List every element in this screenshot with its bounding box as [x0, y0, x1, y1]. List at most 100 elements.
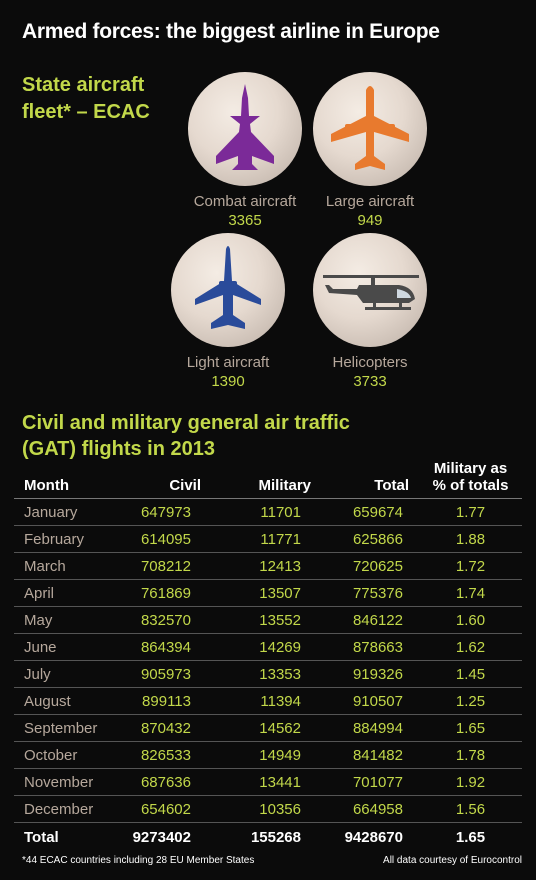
- table-cell: June: [14, 633, 124, 661]
- table-cell: 13552: [209, 606, 319, 634]
- table-cell: 708212: [124, 552, 209, 580]
- table-cell: 9273402: [132, 828, 191, 846]
- table-row: April 761869 13507 775376 1.74: [14, 579, 522, 607]
- fighter-jet-icon: [216, 84, 274, 170]
- table-cell: 826533: [124, 741, 209, 769]
- fleet-item-combat: Combat aircraft 3365: [170, 72, 320, 231]
- table-row: August 899113 11394 910507 1.25: [14, 687, 522, 715]
- table-cell: 1.56: [419, 795, 522, 823]
- fleet-circle: [171, 233, 285, 347]
- table-cell: 720625: [319, 552, 419, 580]
- table-row: December 654602 10356 664958 1.56: [14, 795, 522, 823]
- table-cell: 910507: [319, 687, 419, 715]
- table-cell: 654602: [124, 795, 209, 823]
- helicopter-icon: [323, 275, 419, 310]
- table-cell: 13353: [209, 660, 319, 688]
- footnote: *44 ECAC countries including 28 EU Membe…: [22, 855, 255, 866]
- table-cell: 11394: [209, 687, 319, 715]
- table-cell: April: [14, 579, 124, 607]
- column-header: Military: [209, 452, 319, 499]
- table-row: June 864394 14269 878663 1.62: [14, 633, 522, 661]
- table-cell: 9428670: [344, 828, 403, 846]
- fleet-item-large: Large aircraft 949: [295, 72, 445, 231]
- table-row: February 614095 11771 625866 1.88: [14, 525, 522, 553]
- fleet-value: 1390: [211, 373, 245, 390]
- table-cell: 878663: [319, 633, 419, 661]
- table-cell: 841482: [319, 741, 419, 769]
- table-row: May 832570 13552 846122 1.60: [14, 606, 522, 634]
- table-cell: 846122: [319, 606, 419, 634]
- table-cell: August: [14, 687, 124, 715]
- table-cell: July: [14, 660, 124, 688]
- table-cell: 701077: [319, 768, 419, 796]
- table-cell: 10356: [209, 795, 319, 823]
- traffic-table: Month Civil Military Total Military as %…: [14, 452, 522, 851]
- table-cell: 1.72: [419, 552, 522, 580]
- table-cell: December: [14, 795, 124, 823]
- fleet-label: Light aircraft: [186, 354, 270, 371]
- fleet-label: Helicopters: [332, 354, 408, 371]
- table-cell: 1.62: [419, 633, 522, 661]
- table-cell: 13507: [209, 579, 319, 607]
- table-cell: 775376: [319, 579, 419, 607]
- table-cell: Total: [24, 828, 59, 846]
- fleet-circle: [188, 72, 302, 186]
- table-cell: 14562: [209, 714, 319, 742]
- table-cell: February: [14, 525, 124, 553]
- table-cell: 1.77: [419, 498, 522, 526]
- table-cell: 14949: [209, 741, 319, 769]
- table-cell: 11701: [209, 498, 319, 526]
- table-cell: 11771: [209, 525, 319, 553]
- table-cell: 12413: [209, 552, 319, 580]
- table-cell: 1.78: [419, 741, 522, 769]
- column-header: Civil: [124, 452, 209, 499]
- table-cell: 884994: [319, 714, 419, 742]
- table-cell: March: [14, 552, 124, 580]
- fleet-value: 3365: [228, 212, 262, 229]
- table-cell: 614095: [124, 525, 209, 553]
- table-cell: 625866: [319, 525, 419, 553]
- table-header-row: Month Civil Military Total Military as %…: [14, 452, 522, 499]
- table-row: July 905973 13353 919326 1.45: [14, 660, 522, 688]
- table-body: January 647973 11701 659674 1.77 February 6140…: [14, 498, 522, 852]
- page-title: Armed forces: the biggest airline in Eur…: [22, 20, 440, 43]
- table-cell: October: [14, 741, 124, 769]
- table-cell: 1.92: [419, 768, 522, 796]
- table-cell: 659674: [319, 498, 419, 526]
- table-cell: 905973: [124, 660, 209, 688]
- fleet-circle: [313, 72, 427, 186]
- fleet-value: 3733: [353, 373, 387, 390]
- fleet-value: 949: [357, 212, 383, 229]
- column-header: Total: [319, 452, 419, 499]
- fleet-label: Large aircraft: [325, 193, 415, 210]
- table-cell: 919326: [319, 660, 419, 688]
- table-cell: 1.45: [419, 660, 522, 688]
- table-row: March 708212 12413 720625 1.72: [14, 552, 522, 580]
- table-cell: January: [14, 498, 124, 526]
- table-row: September 870432 14562 884994 1.65: [14, 714, 522, 742]
- light-jet-icon: [195, 246, 261, 329]
- table-cell: 1.25: [419, 687, 522, 715]
- fleet-label: Combat aircraft: [193, 193, 297, 210]
- fleet-heading: State aircraft fleet* – ECAC: [22, 74, 150, 123]
- table-heading: Civil and military general air traffic (…: [22, 412, 350, 460]
- table-total-row: Total 9273402 155268 9428670 1.65: [14, 823, 522, 852]
- table-cell: 832570: [124, 606, 209, 634]
- fleet-item-helicopters: Helicopters 3733: [295, 233, 445, 392]
- fleet-item-light: Light aircraft 1390: [153, 233, 303, 392]
- table-row: January 647973 11701 659674 1.77: [14, 498, 522, 526]
- table-cell: 1.60: [419, 606, 522, 634]
- table-cell: 870432: [124, 714, 209, 742]
- table-cell: 664958: [319, 795, 419, 823]
- table-cell: 1.65: [419, 714, 522, 742]
- table-row: November 687636 13441 701077 1.92: [14, 768, 522, 796]
- table-cell: May: [14, 606, 124, 634]
- table-cell: November: [14, 768, 124, 796]
- column-header: Month: [14, 452, 124, 499]
- column-header: Military as % of totals: [419, 452, 522, 499]
- credit: All data courtesy of Eurocontrol: [383, 855, 522, 866]
- table-cell: 1.74: [419, 579, 522, 607]
- table-cell: 13441: [209, 768, 319, 796]
- table-cell: 1.65: [455, 828, 486, 846]
- airliner-icon: [331, 86, 409, 170]
